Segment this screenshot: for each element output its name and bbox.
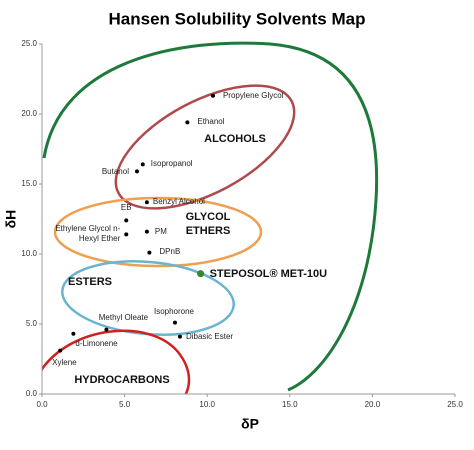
- x-tick-label: 5.0: [119, 400, 131, 409]
- y-tick-label: 10.0: [21, 249, 37, 258]
- y-tick-label: 20.0: [21, 109, 37, 118]
- alcohols-region: [114, 84, 296, 210]
- green-curve: [42, 41, 379, 392]
- x-tick-label: 15.0: [282, 400, 298, 409]
- group-label: HYDROCARBONS: [74, 374, 170, 386]
- glycol-ethers-region: [53, 196, 263, 268]
- point: [140, 162, 145, 167]
- y-tick-label: 15.0: [21, 179, 37, 188]
- point-label: Butanol: [101, 167, 129, 177]
- point-label: PM: [154, 226, 167, 236]
- point-label: Dibasic Ester: [185, 331, 234, 341]
- y-tick-label: 0.0: [26, 389, 38, 398]
- y-axis-title: δH: [3, 210, 19, 229]
- point-label: Propylene Glycol: [222, 90, 284, 100]
- point: [124, 218, 129, 223]
- x-tick-label: 25.0: [447, 400, 463, 409]
- x-tick-label: 10.0: [199, 400, 215, 409]
- point: [197, 270, 205, 278]
- point-label: Benzyl Alcohol: [152, 197, 205, 207]
- point-label: Ethylene Glycol n-Hexyl Ether: [55, 224, 121, 244]
- group-label: ESTERS: [67, 276, 113, 288]
- point: [144, 229, 149, 234]
- point-label: Isopropanol: [150, 159, 193, 169]
- point: [134, 169, 139, 174]
- point-label: Isophorone: [153, 306, 194, 316]
- regions: [42, 41, 379, 394]
- point-label: Ethanol: [197, 117, 225, 127]
- y-tick-label: 25.0: [21, 39, 37, 48]
- point-label: Methyl Oleate: [98, 312, 149, 322]
- x-tick-label: 0.0: [36, 400, 48, 409]
- group-label: GLYCOL ETHERS: [185, 211, 231, 237]
- hydrocarbons-region: [42, 329, 191, 394]
- point: [104, 327, 109, 332]
- point: [71, 331, 76, 336]
- point-label: EB: [120, 203, 132, 213]
- point: [172, 320, 177, 325]
- point-label: STEPOSOL® MET-10U: [209, 267, 328, 280]
- group-label: ALCOHOLS: [204, 133, 266, 145]
- point: [144, 200, 149, 205]
- point-label: d-Limonene: [75, 338, 118, 348]
- point: [147, 250, 152, 255]
- chart-title: Hansen Solubility Solvents Map: [109, 9, 366, 28]
- point-label: DPnB: [159, 246, 181, 256]
- x-axis-title: δP: [241, 416, 259, 432]
- point-label: Xylene: [52, 357, 77, 367]
- point: [124, 232, 129, 237]
- point: [58, 348, 63, 353]
- point: [210, 93, 215, 98]
- y-tick-label: 5.0: [26, 319, 38, 328]
- x-tick-label: 20.0: [365, 400, 381, 409]
- point: [185, 120, 190, 125]
- point: [177, 334, 182, 339]
